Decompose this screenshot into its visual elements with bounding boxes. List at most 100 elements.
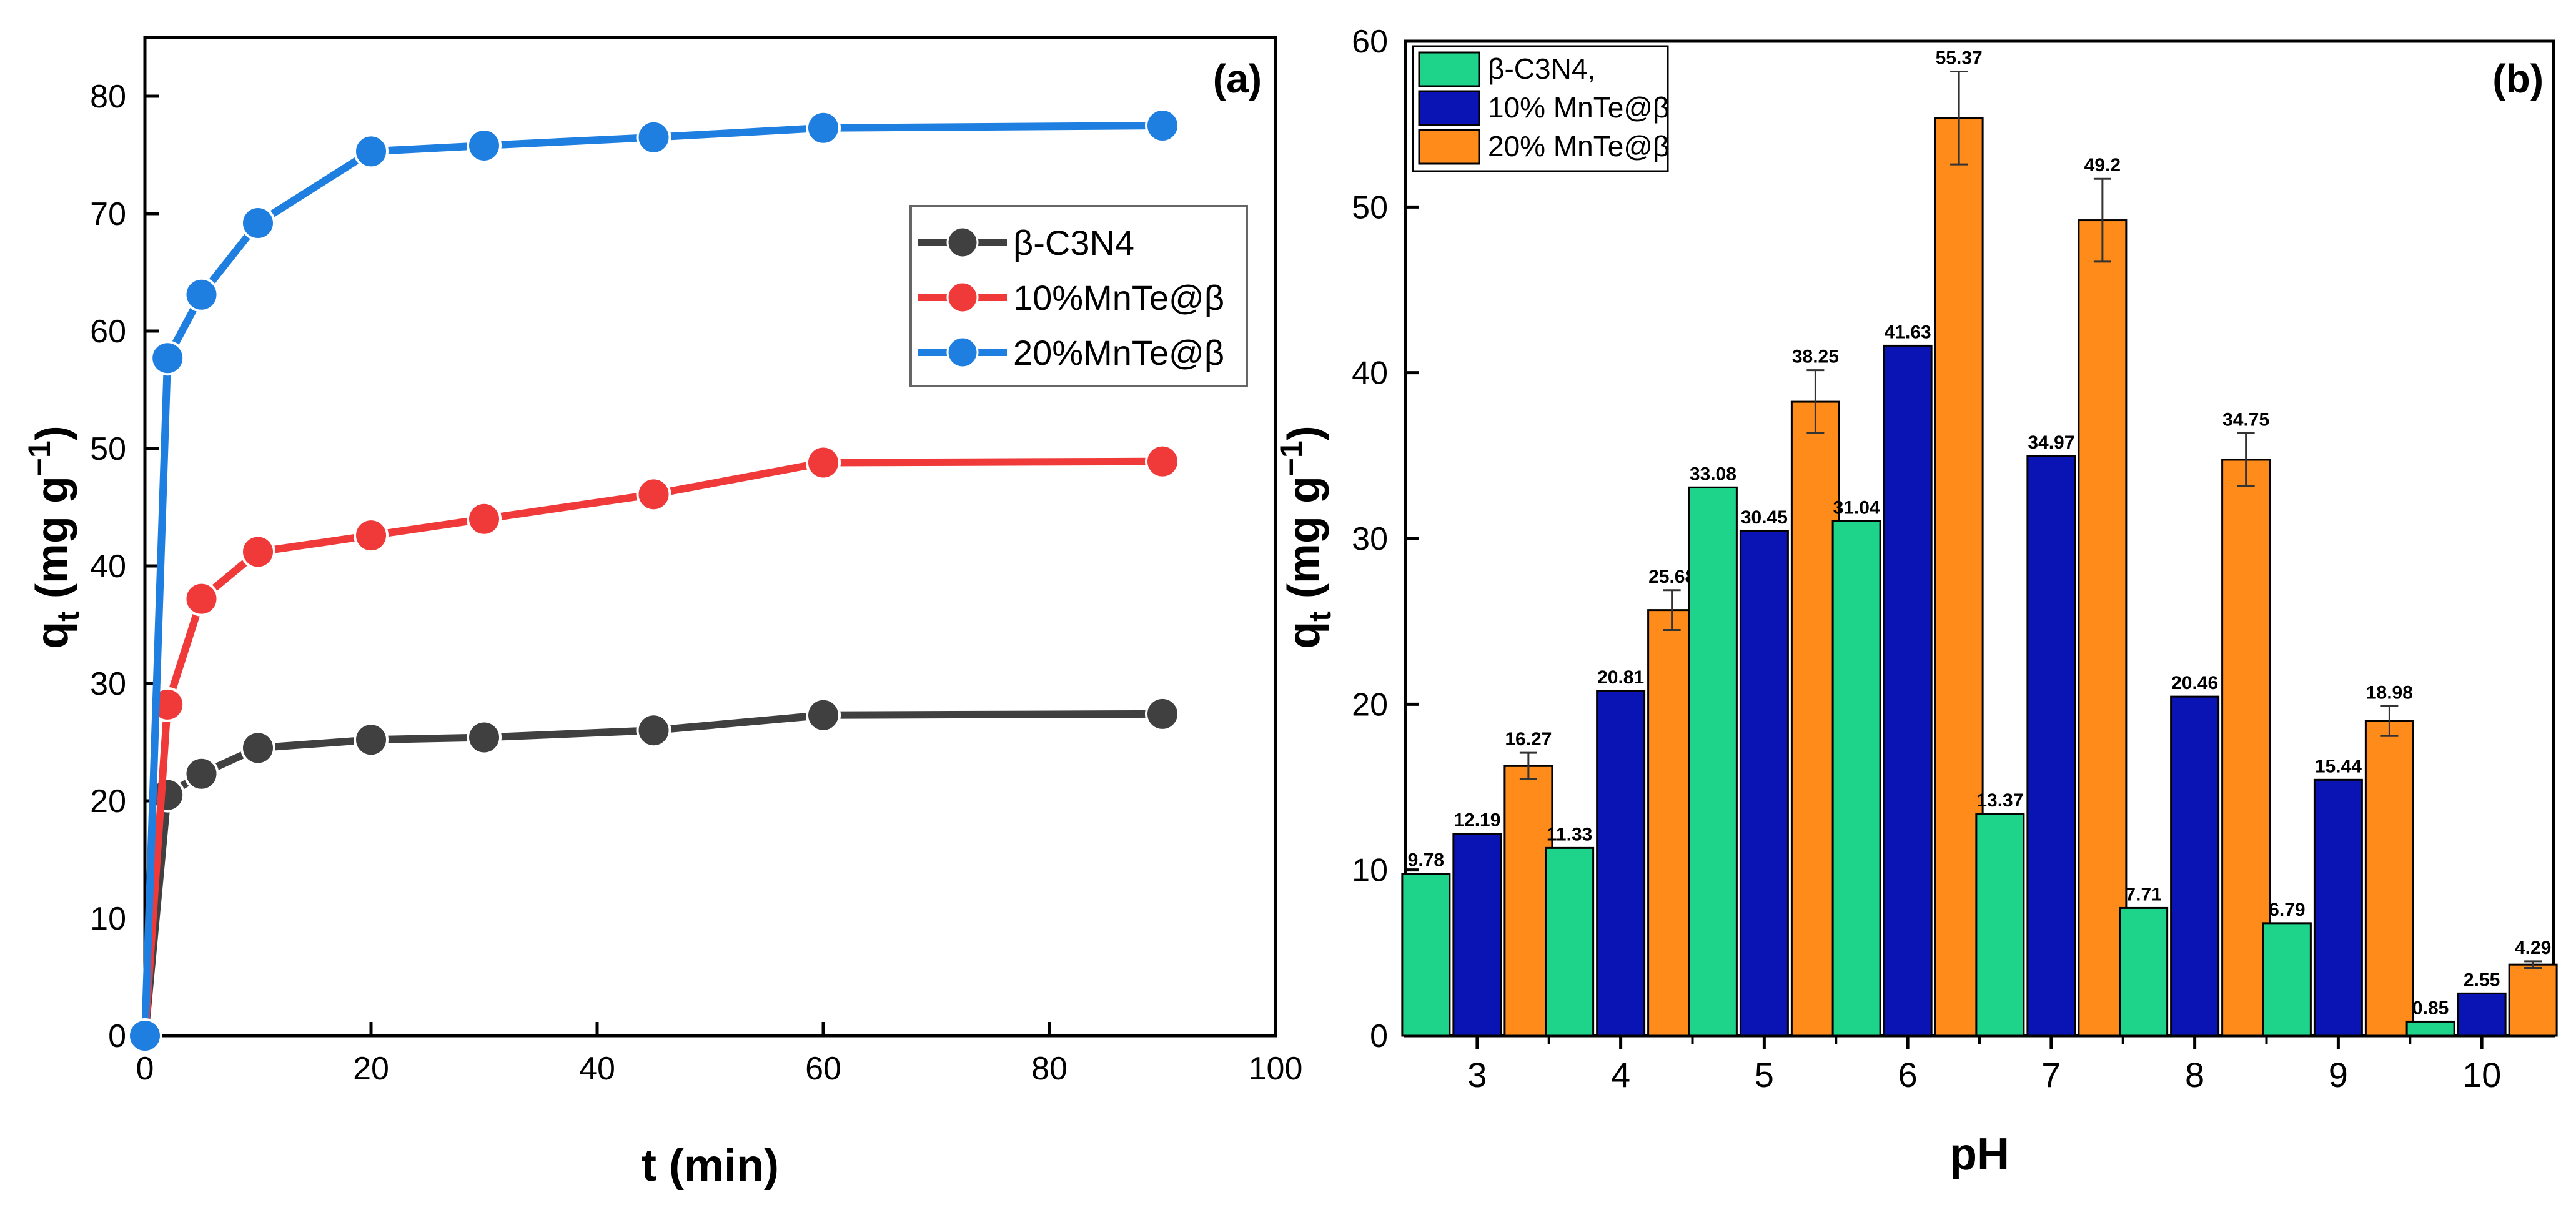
- x-tick-label-b: 3: [1467, 1055, 1487, 1094]
- y-axis-label-a: qt (mg g−1): [22, 425, 86, 649]
- y-axis-label-b: qt (mg g−1): [1274, 425, 1337, 649]
- data-point-a: [467, 720, 502, 755]
- y-tick-label-a: 80: [90, 79, 126, 115]
- x-tick-label-b: 6: [1898, 1055, 1918, 1094]
- bar: [2170, 695, 2220, 1037]
- bar-value-label: 4.29: [2515, 938, 2551, 958]
- bar: [2119, 906, 2169, 1037]
- bar-value-label: 11.33: [1547, 824, 1592, 845]
- data-point-a: [184, 581, 219, 617]
- bar: [1401, 873, 1451, 1037]
- data-point-a: [184, 277, 219, 312]
- x-tick-label-a: 0: [136, 1051, 154, 1087]
- data-point-a: [636, 713, 671, 748]
- x-tick-label-b: 9: [2329, 1055, 2348, 1094]
- x-tick-label-a: 20: [353, 1051, 389, 1087]
- legend-swatch-b: [1418, 51, 1480, 87]
- y-tick-label-a: 30: [90, 666, 126, 702]
- bar: [1647, 609, 1697, 1037]
- bar: [1883, 344, 1933, 1037]
- data-point-a: [354, 722, 389, 758]
- legend-label-b: 10% MnTe@β: [1488, 91, 1670, 124]
- legend-swatch-b: [1418, 129, 1480, 165]
- x-tick-label-b: 7: [2041, 1055, 2061, 1094]
- bar: [1503, 765, 1553, 1037]
- bar: [1790, 400, 1840, 1037]
- bar-value-label: 34.97: [2028, 432, 2074, 453]
- bar: [2508, 963, 2558, 1037]
- bar-value-label: 6.79: [2269, 900, 2305, 920]
- data-point-a: [354, 518, 389, 553]
- data-point-a: [636, 477, 671, 512]
- x-tick-label-b: 5: [1755, 1055, 1774, 1094]
- x-axis-label-a: t (min): [642, 1141, 779, 1191]
- bar-value-label: 31.04: [1833, 497, 1880, 518]
- bar-value-label: 15.44: [2315, 756, 2362, 776]
- data-point-a: [240, 730, 275, 766]
- bar: [2262, 922, 2312, 1037]
- bar-value-label: 55.37: [1936, 48, 1983, 69]
- data-point-a: [467, 127, 502, 163]
- data-point-a: [806, 110, 841, 146]
- legend-a: β-C3N4 10%MnTe@β 20%MnTe@β: [909, 205, 1248, 387]
- y-tick-label-b: 60: [1352, 24, 1388, 60]
- legend-marker-a: [946, 336, 979, 369]
- panel-label-a: (a): [1213, 56, 1262, 101]
- data-point-a: [127, 1018, 162, 1053]
- bar: [1452, 833, 1502, 1037]
- data-point-a: [1145, 696, 1180, 731]
- legend-b: β-C3N4, 10% MnTe@β 20% MnTe@β: [1412, 45, 1670, 172]
- y-tick-label-a: 70: [90, 196, 126, 232]
- data-point-a: [240, 206, 275, 241]
- data-point-a: [467, 501, 502, 537]
- y-tick-label-b: 50: [1352, 189, 1388, 226]
- bar: [1975, 813, 2025, 1037]
- kinetics-line-chart: 0 20 40 60 80 100 0 10 20 30 40 50 60 70 80 (a) t (min…: [22, 36, 1302, 1191]
- y-tick-label-a: 0: [108, 1018, 126, 1054]
- bar: [1831, 520, 1881, 1037]
- bar: [1934, 117, 1984, 1037]
- legend-marker-a: [946, 226, 979, 259]
- bar-value-label: 0.85: [2412, 998, 2449, 1018]
- bar-value-label: 9.78: [1408, 850, 1444, 871]
- bar-value-label: 30.45: [1741, 507, 1788, 528]
- bar-value-label: 2.55: [2464, 969, 2500, 990]
- bar-value-label: 18.98: [2366, 683, 2413, 703]
- bar-value-label: 33.08: [1690, 464, 1736, 484]
- bar: [1688, 486, 1738, 1037]
- x-tick-label-b: 4: [1611, 1055, 1630, 1094]
- x-tick-label-a: 40: [579, 1051, 615, 1087]
- legend-marker-a: [946, 281, 979, 314]
- x-tick-label-a: 60: [805, 1051, 841, 1087]
- bar: [2364, 720, 2414, 1037]
- x-axis-label-b: pH: [1949, 1129, 2009, 1179]
- bar-value-label: 16.27: [1505, 729, 1552, 750]
- x-tick-label-b: 10: [2462, 1055, 2501, 1094]
- bar: [2313, 778, 2363, 1037]
- bar-value-label: 12.19: [1454, 810, 1500, 831]
- bar-value-label: 7.71: [2125, 884, 2161, 905]
- y-tick-label-a: 20: [90, 783, 126, 820]
- bar-value-label: 49.2: [2084, 155, 2121, 176]
- y-tick-label-b: 0: [1370, 1018, 1388, 1054]
- y-tick-label-b: 20: [1352, 687, 1388, 723]
- y-tick-label-b: 30: [1352, 521, 1388, 557]
- data-point-a: [1145, 444, 1180, 479]
- legend-label-a: 10%MnTe@β: [1013, 278, 1224, 317]
- x-tick-label-a: 80: [1031, 1051, 1068, 1087]
- bar-value-label: 20.81: [1597, 667, 1644, 688]
- bar-value-label: 34.75: [2222, 410, 2269, 430]
- bar: [2457, 992, 2507, 1037]
- bar-value-label: 25.68: [1648, 567, 1695, 587]
- bar: [1545, 846, 1595, 1037]
- data-point-a: [184, 756, 219, 791]
- data-point-a: [806, 697, 841, 733]
- y-tick-label-b: 40: [1352, 355, 1388, 392]
- plot-frame-a: [143, 36, 1277, 1038]
- data-point-a: [240, 534, 275, 570]
- legend-label-a: β-C3N4: [1013, 223, 1134, 262]
- legend-swatch-b: [1418, 90, 1480, 126]
- y-tick-label-a: 10: [90, 901, 126, 937]
- bar: [2405, 1020, 2455, 1037]
- y-tick-label-a: 40: [90, 548, 126, 585]
